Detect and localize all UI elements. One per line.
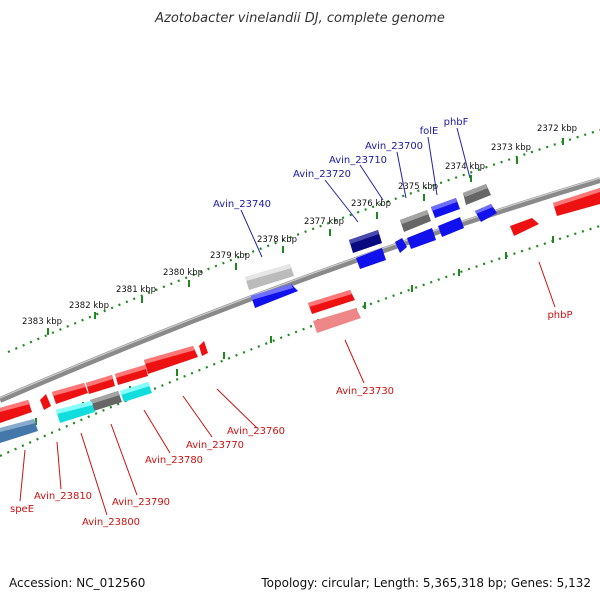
gene-arrow [56, 401, 95, 423]
gene-arrow [0, 400, 32, 423]
gene-arrow [431, 198, 460, 218]
gene-label: Avin_23770 [186, 440, 244, 451]
genome-backbone [0, 177, 600, 403]
gene-label: Avin_23730 [336, 386, 394, 397]
gene-label: Avin_23740 [213, 199, 271, 210]
gene-label: Avin_23760 [227, 426, 285, 437]
scale-ring-inner [0, 224, 600, 458]
tick-label: 2382 kbp [69, 301, 109, 311]
tick-label: 2376 kbp [351, 199, 391, 209]
tick-label: 2380 kbp [163, 268, 203, 278]
gene-label: Avin_23810 [34, 491, 92, 502]
gene-arrow [463, 184, 491, 205]
gene-arrow [52, 383, 88, 404]
gene-label: Avin_23790 [112, 497, 170, 508]
tick-label: 2375 kbp [398, 182, 438, 192]
accession-text: Accession: NC_012560 [9, 576, 145, 590]
gene-arrow [407, 228, 436, 249]
gene-arrow [90, 391, 122, 411]
tick-label: 2372 kbp [537, 124, 577, 134]
gene-arrow [356, 248, 386, 269]
scale-tick-labels: 2372 kbp 2373 kbp 2374 kbp 2375 kbp 2376… [22, 124, 577, 327]
gene-label: speE [10, 504, 34, 515]
gene-arrow [510, 218, 539, 236]
gene-arrow [308, 290, 355, 314]
gene-arrow [144, 346, 198, 374]
gene-label: phbP [547, 310, 572, 321]
gene-arrow [553, 188, 600, 216]
gene-labels-top: phbF folE Avin_23700 Avin_23710 Avin_237… [213, 117, 469, 210]
gene-label: Avin_23800 [82, 517, 140, 528]
tick-label: 2383 kbp [22, 317, 62, 327]
gene-arrow [251, 284, 298, 308]
gene-arrow [120, 382, 152, 402]
label-leaders [19, 127, 556, 516]
gene-label: Avin_23720 [293, 169, 351, 180]
gene-arrow [349, 230, 382, 253]
gene-arrow [199, 341, 208, 356]
gene-arrow [400, 210, 431, 232]
tick-label: 2377 kbp [304, 217, 344, 227]
gene-arrow [245, 264, 294, 290]
gene-arrow [395, 238, 407, 253]
gene-label: Avin_23700 [365, 141, 423, 152]
gene-arrow [40, 394, 51, 410]
map-title: Azotobacter vinelandii DJ, complete geno… [154, 11, 445, 26]
gene-arrow [438, 217, 464, 237]
gene-arrow [313, 308, 361, 333]
gene-label: Avin_23780 [145, 455, 203, 466]
gene-label: folE [420, 126, 439, 137]
gene-arrow [115, 365, 148, 385]
gene-label: Avin_23710 [329, 155, 387, 166]
tick-label: 2379 kbp [210, 251, 250, 261]
tick-label: 2381 kbp [116, 285, 156, 295]
genome-summary-text: Topology: circular; Length: 5,365,318 bp… [260, 576, 591, 590]
scale-ring-outer [7, 128, 600, 354]
gene-arrow [0, 419, 38, 443]
tick-label: 2374 kbp [445, 162, 485, 172]
tick-label: 2373 kbp [491, 143, 531, 153]
gene-arrow [475, 204, 497, 222]
gene-arrow [86, 375, 115, 394]
gene-track [0, 184, 600, 443]
gene-label: phbF [444, 117, 469, 128]
tick-label: 2378 kbp [257, 235, 297, 245]
gene-labels-bottom: phbP Avin_23730 Avin_23760 Avin_23770 Av… [10, 310, 573, 528]
